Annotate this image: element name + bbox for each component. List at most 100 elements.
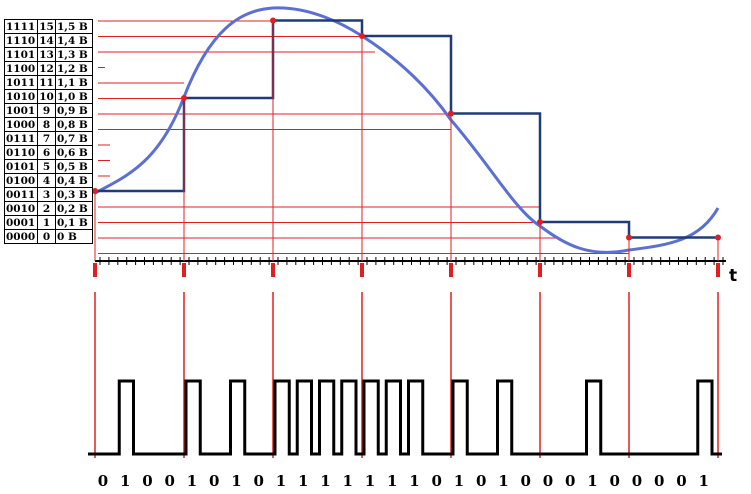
level-num: 3	[37, 187, 56, 202]
level-num: 7	[37, 131, 56, 146]
level-row: 1111 15 1,5 В	[4, 19, 93, 34]
level-volt: 1,2 В	[55, 61, 93, 76]
level-num: 9	[37, 103, 56, 118]
level-code: 0111	[4, 131, 38, 146]
bit-label: 1	[120, 472, 131, 490]
level-num: 14	[37, 33, 56, 48]
bit-label: 0	[431, 472, 442, 490]
level-volt: 0,9 В	[55, 103, 93, 118]
level-code: 1000	[4, 117, 38, 132]
sample-tick	[360, 263, 364, 277]
sample-tick	[716, 263, 720, 277]
bit-label: 1	[231, 472, 242, 490]
level-volt: 1,5 В	[55, 19, 93, 34]
bit-label: 1	[587, 472, 598, 490]
sample-tick	[93, 263, 97, 277]
sample-tick	[538, 263, 542, 277]
bit-label: 1	[409, 472, 420, 490]
bit-label: 0	[476, 472, 487, 490]
level-row: 1001 9 0,9 В	[4, 103, 93, 118]
level-volt: 1,1 В	[55, 75, 93, 90]
bit-label: 0	[164, 472, 175, 490]
bit-label: 1	[364, 472, 376, 490]
bit-label: 0	[520, 472, 531, 490]
level-num: 15	[37, 19, 56, 34]
level-volt: 0,2 В	[55, 201, 93, 216]
level-code: 1001	[4, 103, 38, 118]
level-row: 0011 3 0,3 В	[4, 187, 93, 202]
level-row: 0100 4 0,4 В	[4, 173, 93, 188]
level-volt: 1,0 В	[55, 89, 93, 104]
sample-tick	[271, 263, 275, 277]
bit-label: 1	[387, 472, 398, 490]
sample-markers	[92, 17, 721, 241]
level-code: 0010	[4, 201, 38, 216]
level-code: 0011	[4, 187, 38, 202]
level-row: 0111 7 0,7 В	[4, 131, 93, 146]
level-code: 1110	[4, 33, 38, 48]
level-volt: 0,5 В	[55, 159, 93, 174]
level-num: 2	[37, 201, 56, 216]
level-volt: 0,6 В	[55, 145, 93, 160]
level-code: 0001	[4, 215, 38, 230]
bit-label: 1	[186, 472, 198, 490]
level-num: 8	[37, 117, 56, 132]
level-row: 0000 0 0 В	[4, 229, 93, 244]
level-row: 1010 10 1,0 В	[4, 89, 93, 104]
bit-label: 0	[209, 472, 220, 490]
level-num: 10	[37, 89, 56, 104]
level-row: 0110 6 0,6 В	[4, 145, 93, 160]
level-row: 1100 12 1,2 В	[4, 61, 93, 76]
level-volt: 0 В	[55, 229, 93, 244]
level-volt: 0,4 В	[55, 173, 93, 188]
level-row: 1110 14 1,4 В	[4, 33, 93, 48]
bit-label: 1	[275, 472, 287, 490]
sample-boundary-lines	[93, 20, 720, 458]
bit-label: 0	[676, 472, 687, 490]
level-num: 12	[37, 61, 56, 76]
level-row: 0101 5 0,5 В	[4, 159, 93, 174]
level-row: 1000 8 0,8 В	[4, 117, 93, 132]
analog-signal-curve	[94, 6, 720, 254]
level-row: 1101 13 1,3 В	[4, 47, 93, 62]
level-reference-lines	[98, 20, 629, 254]
sample-tick	[449, 263, 453, 277]
bit-label: 1	[320, 472, 331, 490]
bit-label: 0	[97, 472, 109, 490]
time-axis-label: t	[729, 266, 738, 286]
quantized-step-signal	[95, 19, 718, 239]
level-code: 1100	[4, 61, 38, 76]
digital-pulse-train	[88, 379, 722, 456]
level-code: 0000	[4, 229, 38, 244]
level-num: 11	[37, 75, 56, 90]
level-code: 0100	[4, 173, 38, 188]
bit-label: 1	[498, 472, 509, 490]
level-row: 0010 2 0,2 В	[4, 201, 93, 216]
level-num: 6	[37, 145, 56, 160]
level-volt: 0,8 В	[55, 117, 93, 132]
level-volt: 1,4 В	[55, 33, 93, 48]
level-code: 0110	[4, 145, 38, 160]
level-row: 0001 1 0,1 В	[4, 215, 93, 230]
level-code: 1111	[4, 19, 38, 34]
level-code: 1101	[4, 47, 38, 62]
level-volt: 0,1 В	[55, 215, 93, 230]
bit-label: 0	[542, 472, 554, 490]
bit-label: 0	[609, 472, 620, 490]
level-volt: 0,3 В	[55, 187, 93, 202]
bit-label: 0	[253, 472, 264, 490]
bit-label: 1	[453, 472, 465, 490]
level-volt: 1,3 В	[55, 47, 93, 62]
bit-label: 1	[342, 472, 353, 490]
level-volt: 0,7 В	[55, 131, 93, 146]
level-row: 1011 11 1,1 В	[4, 75, 93, 90]
level-num: 13	[37, 47, 56, 62]
level-code: 0101	[4, 159, 38, 174]
bit-label: 1	[698, 472, 709, 490]
bit-label: 1	[298, 472, 309, 490]
level-table: 1111 15 1,5 В 1110 14 1,4 В 1101 13 1,3 В 1100 12 1…	[4, 19, 93, 244]
bit-label: 0	[565, 472, 576, 490]
bit-label: 0	[654, 472, 665, 490]
level-code: 1010	[4, 89, 38, 104]
